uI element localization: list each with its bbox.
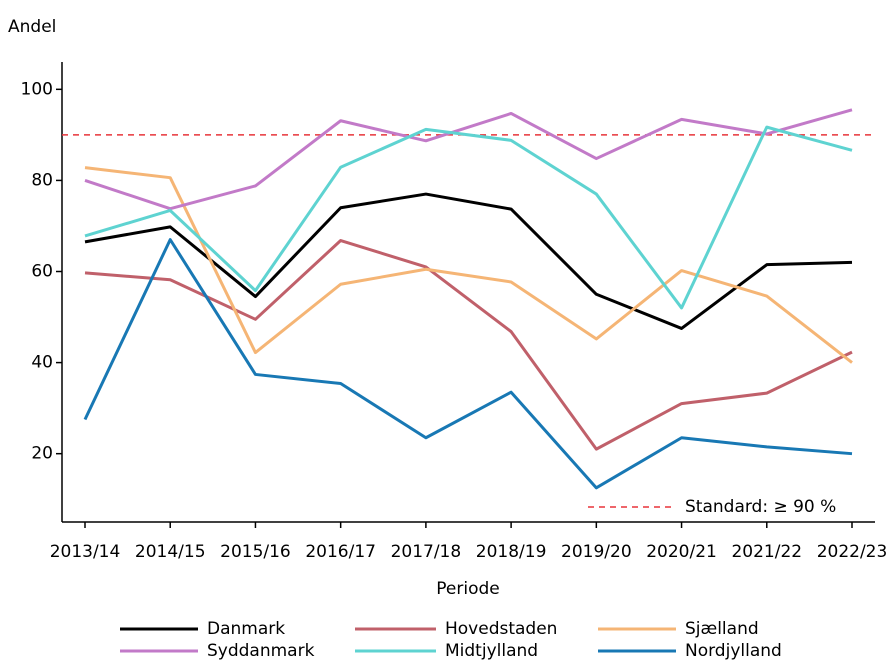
legend-label: Midtjylland: [445, 641, 538, 661]
legend-label: Danmark: [207, 619, 285, 639]
series-line: [83, 238, 853, 490]
x-tick-label: 2019/20: [561, 542, 632, 562]
y-tick-label: 80: [31, 170, 53, 190]
series-line: [84, 108, 853, 211]
x-tick-label: 2015/16: [220, 542, 291, 562]
x-tick-label: 2020/21: [646, 542, 717, 562]
series-line: [84, 239, 853, 451]
legend-label: Hovedstaden: [445, 619, 557, 639]
x-tick-label: 2017/18: [391, 542, 462, 562]
x-axis-label: Periode: [436, 579, 499, 599]
y-tick-label: 20: [31, 444, 53, 464]
x-tick-label: 2016/17: [305, 542, 376, 562]
y-tick-label: 60: [31, 262, 53, 282]
series-line: [84, 192, 853, 330]
legend-label: Nordjylland: [685, 641, 782, 661]
legend-label: Sjælland: [685, 619, 759, 639]
x-tick-label: 2014/15: [135, 542, 206, 562]
series-line: [84, 166, 853, 364]
y-axis-label: Andel: [8, 17, 56, 37]
series-line: [84, 125, 853, 310]
y-tick-label: 40: [31, 353, 53, 373]
y-tick-label: 100: [21, 79, 53, 99]
legend-label: Syddanmark: [207, 641, 315, 661]
x-tick-label: 2013/14: [50, 542, 121, 562]
reference-legend-label: Standard: ≥ 90 %: [685, 497, 836, 517]
x-tick-label: 2022/23: [817, 542, 888, 562]
x-tick-label: 2018/19: [476, 542, 547, 562]
x-tick-label: 2021/22: [731, 542, 802, 562]
